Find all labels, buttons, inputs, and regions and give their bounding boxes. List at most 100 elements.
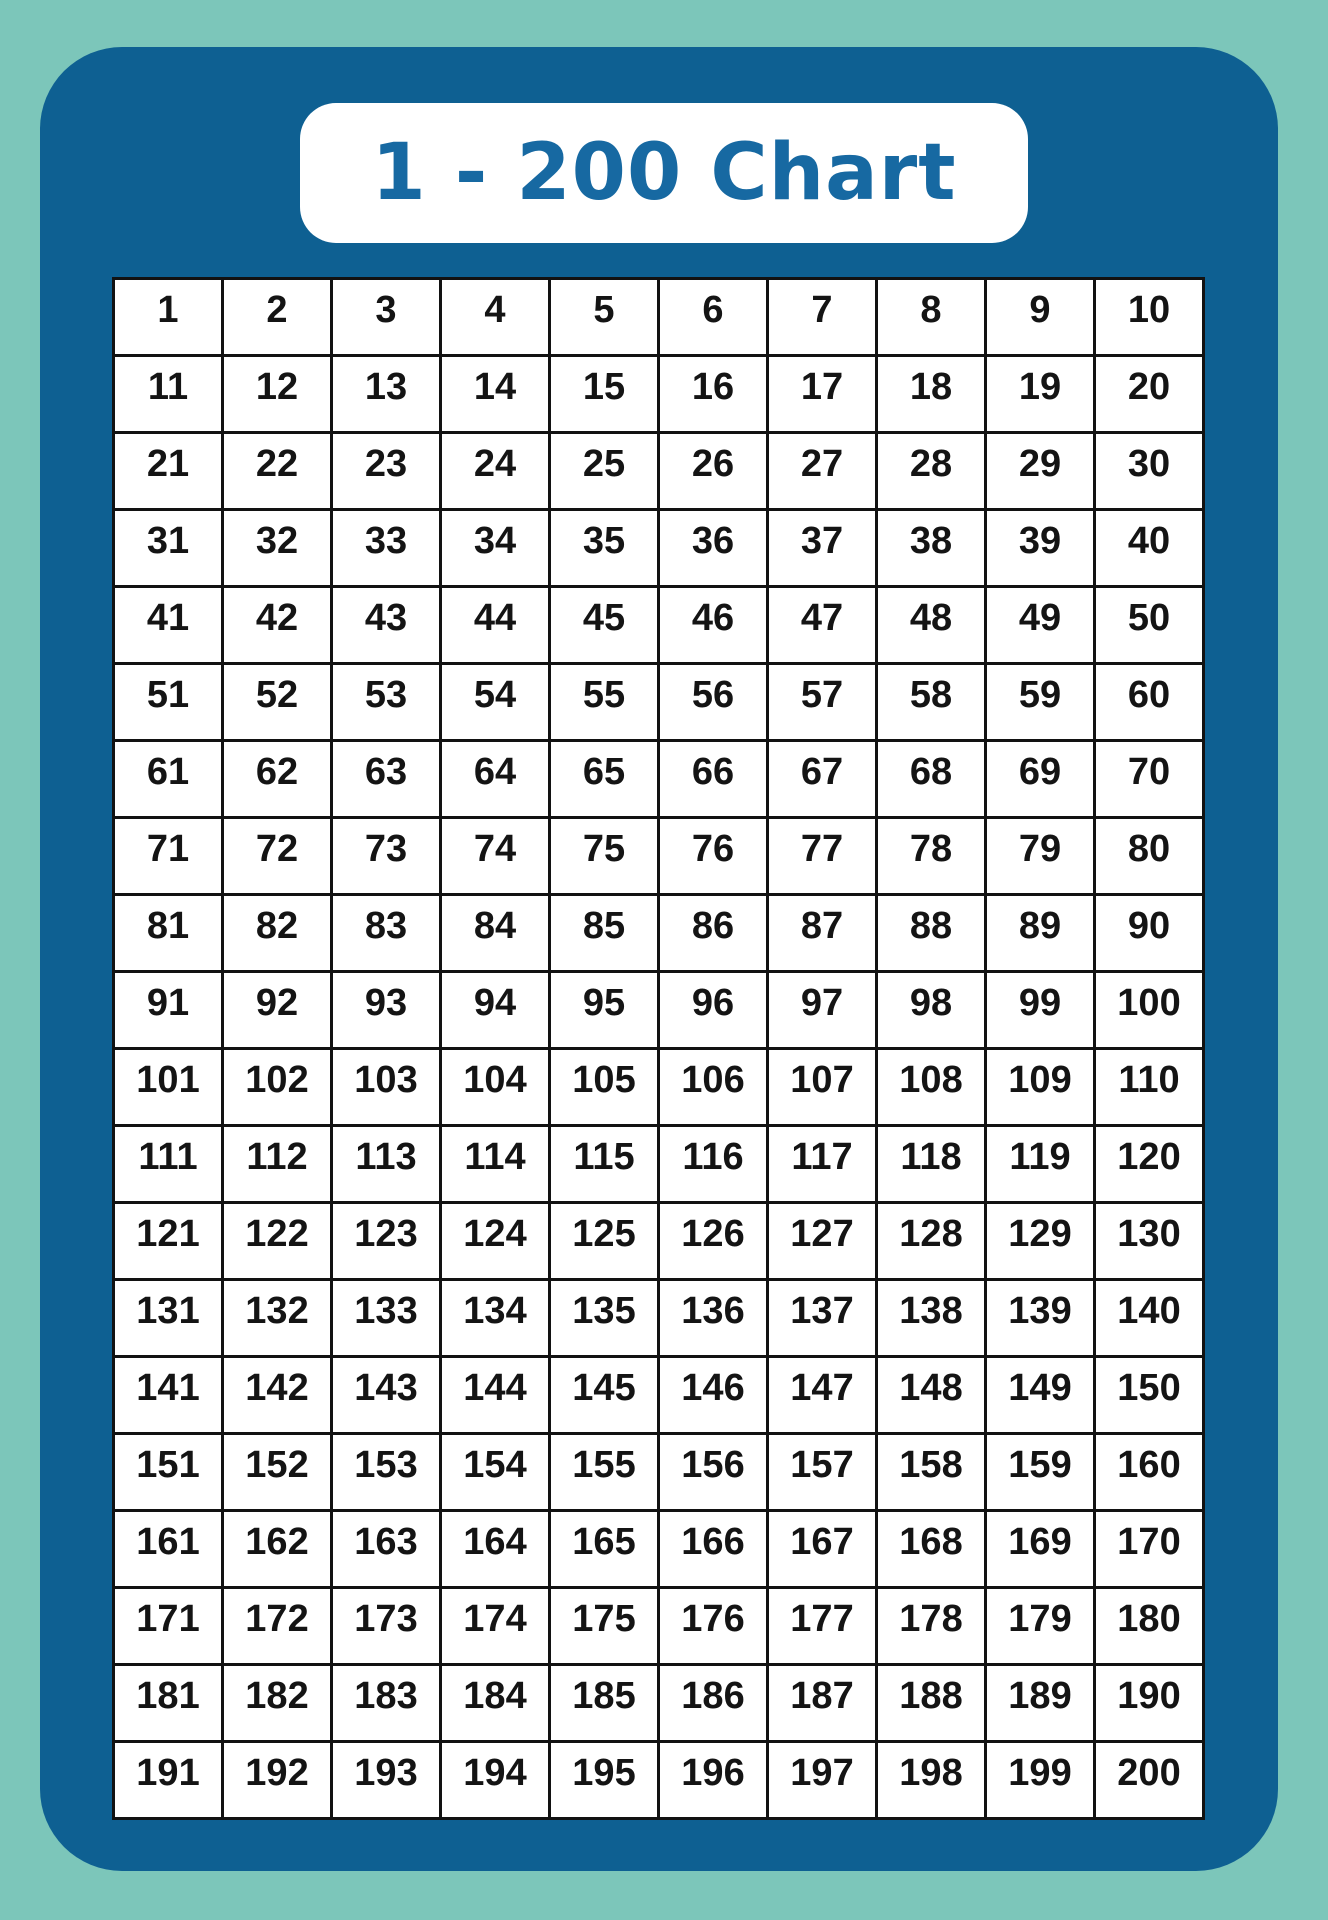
- number-cell: 32: [221, 508, 333, 588]
- number-cell: 85: [548, 893, 660, 973]
- number-cell: 107: [766, 1047, 878, 1127]
- number-cell: 47: [766, 585, 878, 665]
- number-cell: 121: [112, 1201, 224, 1281]
- number-cell: 61: [112, 739, 224, 819]
- number-cell: 19: [984, 354, 1096, 434]
- number-cell: 33: [330, 508, 442, 588]
- number-cell: 168: [875, 1509, 987, 1589]
- number-cell: 112: [221, 1124, 333, 1204]
- number-cell: 160: [1093, 1432, 1205, 1512]
- number-cell: 74: [439, 816, 551, 896]
- number-cell: 53: [330, 662, 442, 742]
- number-cell: 40: [1093, 508, 1205, 588]
- number-cell: 170: [1093, 1509, 1205, 1589]
- number-cell: 87: [766, 893, 878, 973]
- number-cell: 12: [221, 354, 333, 434]
- number-cell: 90: [1093, 893, 1205, 973]
- number-cell: 115: [548, 1124, 660, 1204]
- number-cell: 108: [875, 1047, 987, 1127]
- grid-row: 111 112 113 114 115 116 117 118 119 120: [112, 1124, 1205, 1204]
- chart-panel: 1 - 200 Chart 1 2 3 4 5 6 7 8 9 10 11 12 13 14 15 16 17 1…: [40, 47, 1278, 1871]
- number-cell: 197: [766, 1740, 878, 1820]
- number-cell: 65: [548, 739, 660, 819]
- number-cell: 21: [112, 431, 224, 511]
- number-cell: 157: [766, 1432, 878, 1512]
- number-cell: 30: [1093, 431, 1205, 511]
- number-cell: 146: [657, 1355, 769, 1435]
- grid-row: 121 122 123 124 125 126 127 128 129 130: [112, 1201, 1205, 1281]
- number-cell: 122: [221, 1201, 333, 1281]
- number-cell: 45: [548, 585, 660, 665]
- number-cell: 186: [657, 1663, 769, 1743]
- number-cell: 185: [548, 1663, 660, 1743]
- number-cell: 104: [439, 1047, 551, 1127]
- number-cell: 191: [112, 1740, 224, 1820]
- number-cell: 193: [330, 1740, 442, 1820]
- number-cell: 192: [221, 1740, 333, 1820]
- number-grid: 1 2 3 4 5 6 7 8 9 10 11 12 13 14 15 16 17 18 19 20 21 22 23 24 2…: [112, 277, 1205, 1820]
- number-cell: 88: [875, 893, 987, 973]
- number-cell: 187: [766, 1663, 878, 1743]
- number-cell: 86: [657, 893, 769, 973]
- number-cell: 125: [548, 1201, 660, 1281]
- number-cell: 163: [330, 1509, 442, 1589]
- number-cell: 92: [221, 970, 333, 1050]
- number-cell: 135: [548, 1278, 660, 1358]
- number-cell: 109: [984, 1047, 1096, 1127]
- number-cell: 199: [984, 1740, 1096, 1820]
- number-cell: 196: [657, 1740, 769, 1820]
- number-cell: 175: [548, 1586, 660, 1666]
- number-cell: 127: [766, 1201, 878, 1281]
- number-cell: 75: [548, 816, 660, 896]
- number-cell: 137: [766, 1278, 878, 1358]
- number-cell: 176: [657, 1586, 769, 1666]
- number-cell: 178: [875, 1586, 987, 1666]
- number-cell: 6: [657, 277, 769, 357]
- number-cell: 159: [984, 1432, 1096, 1512]
- number-cell: 78: [875, 816, 987, 896]
- number-cell: 101: [112, 1047, 224, 1127]
- number-cell: 13: [330, 354, 442, 434]
- number-cell: 2: [221, 277, 333, 357]
- number-cell: 56: [657, 662, 769, 742]
- number-cell: 190: [1093, 1663, 1205, 1743]
- number-cell: 103: [330, 1047, 442, 1127]
- number-cell: 14: [439, 354, 551, 434]
- number-cell: 118: [875, 1124, 987, 1204]
- number-cell: 41: [112, 585, 224, 665]
- number-cell: 141: [112, 1355, 224, 1435]
- number-cell: 17: [766, 354, 878, 434]
- number-cell: 189: [984, 1663, 1096, 1743]
- grid-row: 181 182 183 184 185 186 187 188 189 190: [112, 1663, 1205, 1743]
- number-cell: 130: [1093, 1201, 1205, 1281]
- number-cell: 96: [657, 970, 769, 1050]
- number-cell: 198: [875, 1740, 987, 1820]
- grid-row: 131 132 133 134 135 136 137 138 139 140: [112, 1278, 1205, 1358]
- number-cell: 59: [984, 662, 1096, 742]
- number-cell: 129: [984, 1201, 1096, 1281]
- number-cell: 35: [548, 508, 660, 588]
- number-cell: 46: [657, 585, 769, 665]
- number-cell: 48: [875, 585, 987, 665]
- number-cell: 150: [1093, 1355, 1205, 1435]
- number-cell: 98: [875, 970, 987, 1050]
- grid-row: 51 52 53 54 55 56 57 58 59 60: [112, 662, 1205, 742]
- number-cell: 138: [875, 1278, 987, 1358]
- number-cell: 188: [875, 1663, 987, 1743]
- number-cell: 113: [330, 1124, 442, 1204]
- number-cell: 172: [221, 1586, 333, 1666]
- number-cell: 27: [766, 431, 878, 511]
- number-cell: 71: [112, 816, 224, 896]
- number-cell: 54: [439, 662, 551, 742]
- number-cell: 139: [984, 1278, 1096, 1358]
- number-cell: 177: [766, 1586, 878, 1666]
- number-cell: 143: [330, 1355, 442, 1435]
- number-cell: 58: [875, 662, 987, 742]
- number-cell: 4: [439, 277, 551, 357]
- number-cell: 124: [439, 1201, 551, 1281]
- number-cell: 140: [1093, 1278, 1205, 1358]
- number-cell: 80: [1093, 816, 1205, 896]
- number-cell: 57: [766, 662, 878, 742]
- grid-row: 71 72 73 74 75 76 77 78 79 80: [112, 816, 1205, 896]
- grid-row: 11 12 13 14 15 16 17 18 19 20: [112, 354, 1205, 434]
